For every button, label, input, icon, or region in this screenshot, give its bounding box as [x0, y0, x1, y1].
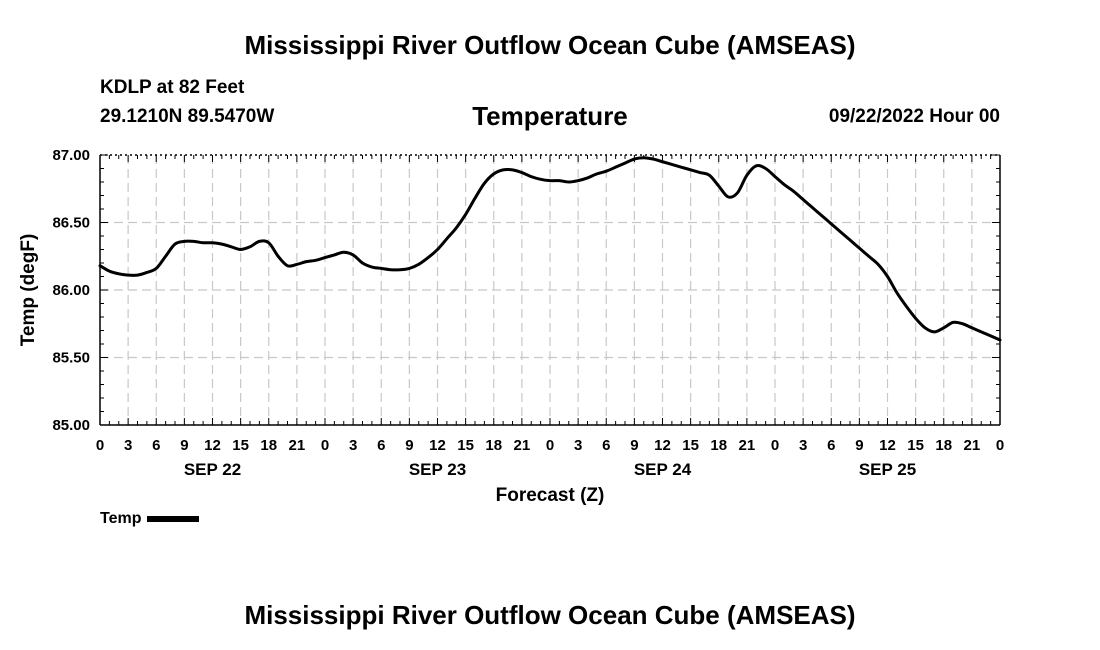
x-tick-label: 9: [630, 437, 638, 454]
x-tick-label: 12: [204, 437, 221, 454]
axis-labels: 0 3 6 9 12 15 18 21 0 3 6 9 12 15 18 21 0 3 6 9 12 15 18 21 0 3 6 9…: [18, 147, 1004, 506]
y-tick-label: 85.50: [52, 350, 90, 367]
y-tick-label: 86.00: [52, 282, 90, 299]
x-tick-label: 0: [771, 437, 779, 454]
x-tick-label: 15: [232, 437, 249, 454]
x-tick-label: 3: [124, 437, 132, 454]
x-tick-label: 0: [996, 437, 1004, 454]
x-tick-label: 21: [514, 437, 531, 454]
datetime-label: 09/22/2022 Hour 00: [828, 106, 1000, 127]
day-label: SEP 23: [409, 460, 466, 479]
y-tick-label: 85.00: [52, 417, 90, 434]
main-title: Mississippi River Outflow Ocean Cube (AM…: [244, 30, 856, 60]
x-tick-label: 9: [855, 437, 863, 454]
footer-title: Mississippi River Outflow Ocean Cube (AM…: [244, 600, 856, 630]
day-label: SEP 22: [184, 460, 241, 479]
coordinates-label: 29.1210N 89.5470W: [100, 106, 275, 127]
x-tick-label: 3: [349, 437, 357, 454]
x-tick-label: 15: [907, 437, 924, 454]
x-axis-label: Forecast (Z): [496, 485, 605, 506]
chart-title: Temperature: [472, 101, 628, 131]
temp-series-line: [98, 156, 1002, 342]
day-label: SEP 24: [634, 460, 692, 479]
x-tick-label: 0: [546, 437, 554, 454]
x-tick-label: 21: [739, 437, 756, 454]
x-tick-label: 9: [405, 437, 413, 454]
x-tick-label: 18: [260, 437, 277, 454]
x-tick-label: 6: [377, 437, 385, 454]
y-axis-label: Temp (degF): [18, 234, 39, 347]
x-tick-label: 21: [964, 437, 981, 454]
x-tick-label: 3: [574, 437, 582, 454]
legend-swatch: [147, 515, 200, 522]
x-tick-label: 12: [429, 437, 446, 454]
x-tick-label: 15: [682, 437, 699, 454]
x-tick-label: 6: [827, 437, 835, 454]
station-label: KDLP at 82 Feet: [100, 77, 245, 98]
x-tick-label: 6: [602, 437, 610, 454]
legend: Temp: [100, 510, 200, 528]
x-tick-label: 18: [935, 437, 952, 454]
x-tick-label: 18: [485, 437, 502, 454]
x-tick-label: 21: [289, 437, 306, 454]
x-tick-label: 3: [799, 437, 807, 454]
axes: [99, 154, 1001, 426]
legend-label: Temp: [100, 510, 142, 527]
x-tick-label: 6: [152, 437, 160, 454]
day-label: SEP 25: [859, 460, 916, 479]
x-tick-label: 9: [180, 437, 188, 454]
x-tick-label: 18: [710, 437, 727, 454]
x-tick-label: 15: [457, 437, 474, 454]
x-tick-label: 12: [654, 437, 671, 454]
x-tick-label: 0: [96, 437, 104, 454]
y-tick-label: 86.50: [52, 215, 90, 232]
y-tick-label: 87.00: [52, 147, 90, 164]
grid-lines: [100, 155, 1000, 425]
series-group: [98, 156, 1002, 342]
x-tick-label: 12: [879, 437, 896, 454]
x-tick-label: 0: [321, 437, 329, 454]
